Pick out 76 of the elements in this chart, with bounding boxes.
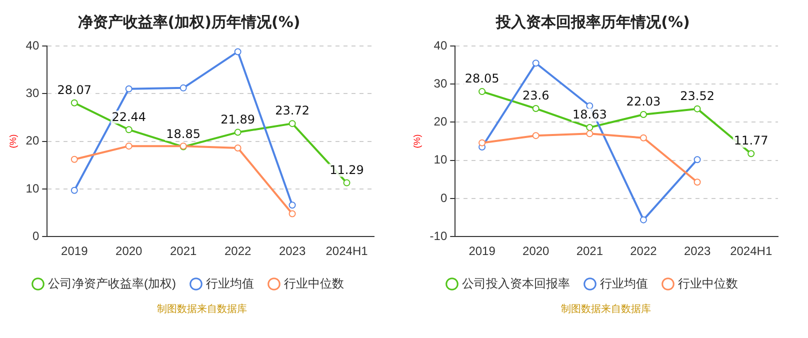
- point: [288, 210, 296, 218]
- text: 制图数据来自数据库: [156, 302, 248, 316]
- point: [586, 102, 594, 110]
- point: [70, 99, 78, 106]
- y-tick-label: -10: [430, 228, 448, 243]
- data-label: 23.6: [522, 88, 550, 103]
- point: [125, 126, 132, 134]
- point: [180, 84, 187, 92]
- x-tick-label: 2024H1: [730, 244, 772, 258]
- y-tick-label: 0: [440, 190, 448, 205]
- data-label: 18.63: [572, 108, 607, 122]
- y-tick-label: 10: [434, 152, 448, 167]
- legend-label: 公司投入资本回报率: [462, 276, 570, 290]
- point: [70, 186, 78, 194]
- y-axis-title: (%): [8, 134, 18, 148]
- legend-label: 行业均值: [206, 276, 254, 290]
- legend-label: 行业中位数: [678, 276, 738, 290]
- x-tick-label: 2020: [116, 244, 143, 258]
- y-tick-label: 40: [26, 38, 40, 52]
- y-tick-label: 20: [434, 114, 448, 129]
- x-tick-label: 2024H1: [326, 244, 368, 258]
- data-label: 22.44: [112, 110, 146, 124]
- point: [234, 48, 242, 56]
- chart-title: 净资产收益率(加权)历年情况(%): [78, 12, 300, 31]
- point: [532, 60, 540, 67]
- point: [288, 120, 296, 128]
- x-tick-label: 2021: [170, 244, 198, 258]
- data-label: 28.07: [57, 82, 92, 97]
- x-tick-label: 2021: [576, 244, 604, 258]
- point: [478, 139, 486, 146]
- data-label: 18.85: [166, 126, 201, 141]
- point: [694, 178, 701, 186]
- y-tick-label: 0: [32, 228, 40, 243]
- y-axis-title: (%): [412, 134, 422, 148]
- point: [640, 111, 647, 118]
- y-tick-label: 10: [26, 181, 40, 196]
- x-tick-label: 2023: [684, 244, 711, 258]
- point: [748, 150, 755, 158]
- legend-label: 行业中位数: [284, 276, 344, 290]
- data-label: 28.05: [464, 72, 500, 86]
- data-label: 23.52: [680, 88, 714, 103]
- point: [640, 134, 647, 142]
- legend-label: 行业均值: [600, 276, 648, 290]
- point: [288, 202, 296, 209]
- point: [125, 85, 132, 92]
- x-tick-label: 2019: [468, 244, 496, 258]
- legend-label: 公司净资产收益率(加权): [48, 276, 176, 290]
- point: [343, 179, 350, 186]
- data-label: 23.72: [275, 104, 310, 118]
- point: [234, 144, 242, 152]
- point: [694, 156, 701, 164]
- y-tick-label: 20: [26, 134, 40, 148]
- x-tick-label: 2023: [278, 244, 306, 258]
- chart-title: 投入资本回报率历年情况(%): [495, 12, 690, 31]
- x-tick-label: 2022: [224, 244, 252, 258]
- point: [640, 216, 647, 224]
- y-tick-label: 40: [434, 38, 448, 52]
- y-tick-label: 30: [434, 76, 448, 90]
- text: 制图数据来自数据库: [560, 302, 652, 316]
- point: [478, 88, 486, 96]
- y-tick-label: 30: [26, 86, 40, 100]
- x-tick-label: 2020: [522, 244, 550, 258]
- point: [125, 142, 132, 150]
- data-label: 11.29: [330, 162, 364, 177]
- point: [694, 105, 701, 112]
- point: [586, 130, 594, 138]
- x-tick-label: 2019: [61, 244, 88, 258]
- point: [70, 156, 78, 163]
- data-label: 21.89: [220, 112, 255, 126]
- point: [234, 128, 242, 136]
- point: [532, 132, 540, 140]
- point: [532, 105, 540, 112]
- point: [586, 124, 594, 131]
- x-tick-label: 2022: [630, 244, 658, 258]
- data-label: 22.03: [626, 94, 661, 109]
- data-label: 11.77: [734, 134, 768, 148]
